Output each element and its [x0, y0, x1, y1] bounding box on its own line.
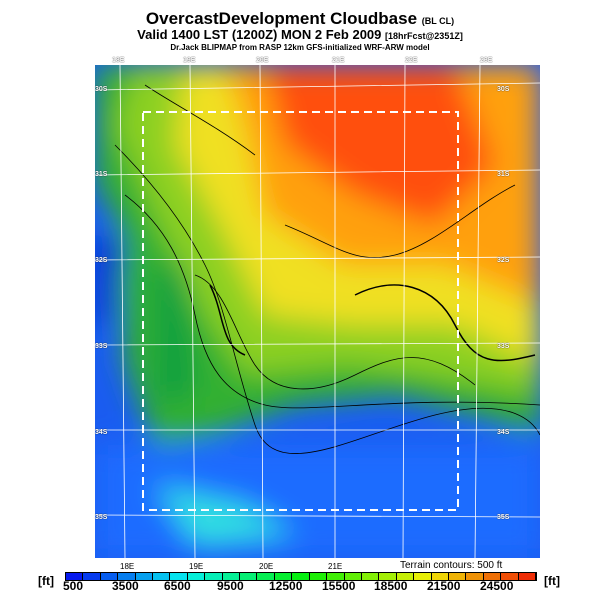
lat-label: 31S — [95, 171, 108, 178]
lat-label: 32S — [95, 257, 108, 264]
colorbar-label: 15500 — [322, 579, 356, 593]
bottom-lon-label: 19E — [189, 562, 204, 571]
colorbar-swatch — [501, 573, 519, 580]
lat-label: 31S — [497, 171, 510, 178]
model-credit: Dr.Jack BLIPMAP from RASP 12km GFS-initi… — [170, 43, 430, 52]
top-lon-label: 20E — [256, 57, 269, 64]
colorbar-label: 3500 — [112, 579, 139, 593]
colorbar-swatch — [205, 573, 223, 580]
colorbar-swatch — [153, 573, 171, 580]
lat-label: 34S — [497, 429, 510, 436]
lat-label: 32S — [497, 257, 510, 264]
colorbar-swatch — [292, 573, 310, 580]
lat-label: 35S — [95, 514, 108, 521]
top-lon-label: 19E — [183, 57, 196, 64]
colorbar-swatch — [187, 573, 206, 580]
cloudbase-map — [95, 65, 540, 558]
top-lon-label: 18E — [112, 57, 125, 64]
top-lon-label: 21E — [332, 57, 345, 64]
chart-title: OvercastDevelopment Cloudbase (BL CL) — [145, 9, 455, 28]
colorbar-swatch — [100, 573, 119, 580]
unit-label-right: [ft] — [544, 574, 560, 588]
colorbar-swatch — [327, 573, 345, 580]
colorbar-swatch — [274, 573, 293, 580]
top-lon-label: 23E — [480, 57, 493, 64]
colorbar-swatch — [118, 573, 136, 580]
lat-label: 30S — [95, 86, 108, 93]
colorbar-swatch — [222, 573, 241, 580]
terrain-contour-note: Terrain contours: 500 ft — [400, 560, 503, 571]
colorbar-label: 6500 — [164, 579, 191, 593]
lat-label: 33S — [497, 343, 510, 350]
colorbar-swatch — [466, 573, 484, 580]
colorbar-swatch — [361, 573, 380, 580]
colorbar-swatch — [379, 573, 397, 580]
colorbar-swatch — [518, 573, 536, 580]
colorbar-swatch — [483, 573, 502, 580]
lat-label: 34S — [95, 429, 108, 436]
colorbar-label: 500 — [63, 579, 84, 593]
colorbar-swatch — [240, 573, 258, 580]
valid-time: Valid 1400 LST (1200Z) MON 2 Feb 2009 [1… — [137, 27, 463, 42]
bottom-lon-label: 20E — [259, 562, 274, 571]
unit-label-left: [ft] — [38, 574, 54, 588]
colorbar-label: 9500 — [217, 579, 244, 593]
colorbar-swatch — [414, 573, 432, 580]
colorbar-swatch — [344, 573, 362, 580]
colorbar-label: 12500 — [269, 579, 303, 593]
colorbar-swatch — [83, 573, 101, 580]
colorbar-swatch — [170, 573, 188, 580]
colorbar-swatch — [135, 573, 154, 580]
colorbar-label: 21500 — [427, 579, 461, 593]
colorbar — [65, 572, 537, 581]
colorbar-swatch — [448, 573, 467, 580]
lat-label: 30S — [497, 86, 510, 93]
lat-label: 35S — [497, 514, 510, 521]
colorbar-label: 18500 — [374, 579, 408, 593]
colorbar-swatch — [257, 573, 275, 580]
lat-label: 33S — [95, 343, 108, 350]
bottom-lon-label: 18E — [120, 562, 135, 571]
colorbar-swatch — [309, 573, 328, 580]
bottom-lon-label: 21E — [328, 562, 343, 571]
colorbar-swatch — [396, 573, 415, 580]
colorbar-swatch — [66, 573, 84, 580]
top-lon-label: 22E — [405, 57, 418, 64]
colorbar-label: 24500 — [480, 579, 514, 593]
colorbar-swatch — [431, 573, 449, 580]
